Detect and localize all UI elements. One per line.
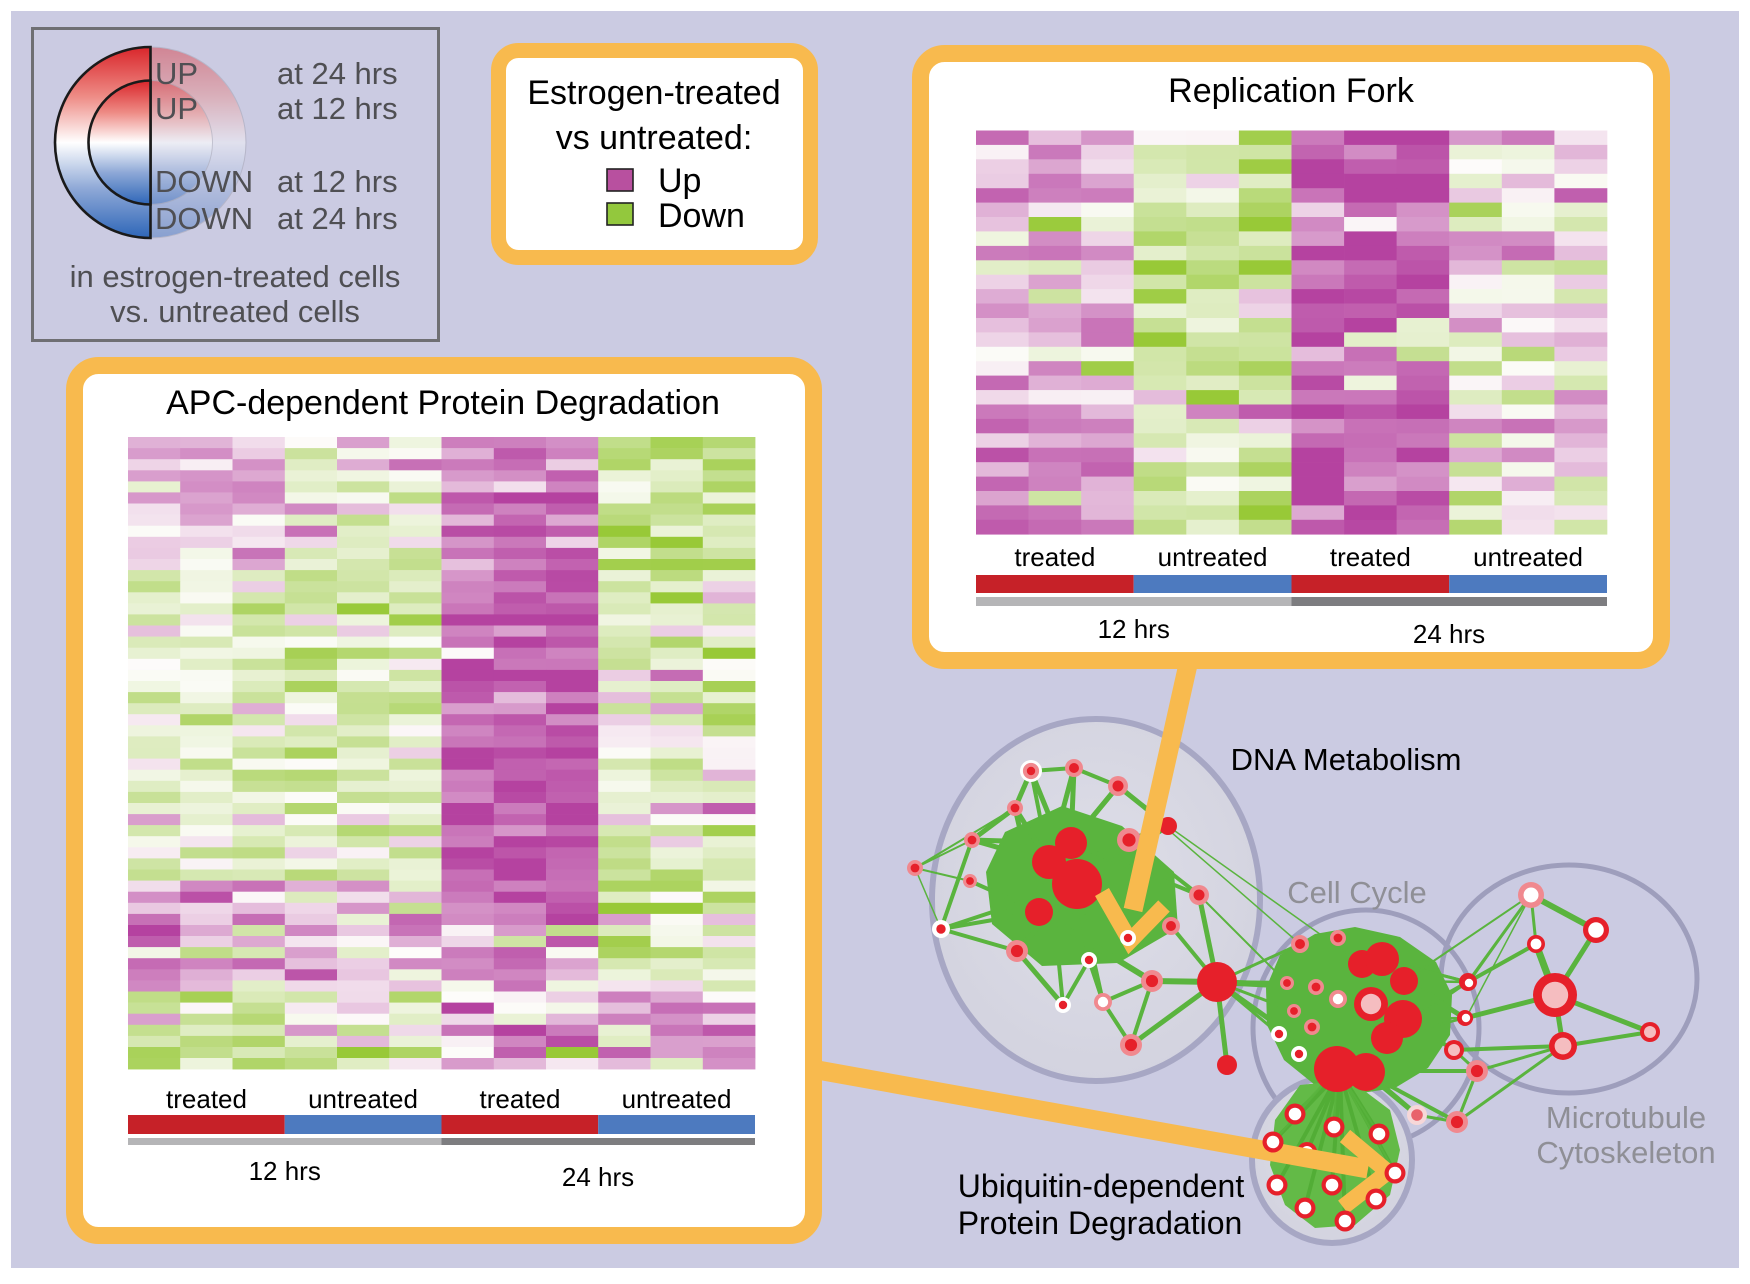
svg-text:Cytoskeleton: Cytoskeleton xyxy=(1536,1135,1715,1170)
svg-text:vs untreated:: vs untreated: xyxy=(556,119,753,157)
svg-text:at 12 hrs: at 12 hrs xyxy=(277,164,398,199)
svg-text:APC-dependent Protein Degradat: APC-dependent Protein Degradation xyxy=(166,384,720,422)
svg-text:in estrogen-treated cells: in estrogen-treated cells xyxy=(70,259,401,294)
svg-text:treated: treated xyxy=(480,1084,561,1114)
svg-text:24 hrs: 24 hrs xyxy=(562,1162,634,1192)
svg-text:Estrogen-treated: Estrogen-treated xyxy=(527,74,780,112)
svg-text:DNA Metabolism: DNA Metabolism xyxy=(1231,742,1462,777)
svg-text:UP: UP xyxy=(155,56,198,91)
svg-text:untreated: untreated xyxy=(1158,542,1268,572)
svg-text:Down: Down xyxy=(658,197,745,235)
svg-text:Microtubule: Microtubule xyxy=(1546,1100,1706,1135)
svg-text:at 12 hrs: at 12 hrs xyxy=(277,91,398,126)
svg-text:Ubiquitin-dependent: Ubiquitin-dependent xyxy=(958,1168,1245,1204)
svg-text:untreated: untreated xyxy=(308,1084,418,1114)
svg-text:treated: treated xyxy=(166,1084,247,1114)
svg-text:12 hrs: 12 hrs xyxy=(249,1156,321,1186)
svg-text:untreated: untreated xyxy=(622,1084,732,1114)
svg-text:12 hrs: 12 hrs xyxy=(1098,614,1170,644)
svg-text:treated: treated xyxy=(1014,542,1095,572)
svg-text:DOWN: DOWN xyxy=(155,201,253,236)
svg-text:vs. untreated cells: vs. untreated cells xyxy=(110,294,360,329)
svg-text:Up: Up xyxy=(658,162,701,200)
svg-text:UP: UP xyxy=(155,91,198,126)
svg-text:treated: treated xyxy=(1330,542,1411,572)
svg-text:24 hrs: 24 hrs xyxy=(1413,619,1485,649)
svg-text:Replication Fork: Replication Fork xyxy=(1168,72,1415,110)
svg-text:at 24 hrs: at 24 hrs xyxy=(277,201,398,236)
svg-text:Cell Cycle: Cell Cycle xyxy=(1287,875,1427,910)
svg-text:untreated: untreated xyxy=(1473,542,1583,572)
svg-text:Protein Degradation: Protein Degradation xyxy=(958,1205,1243,1241)
svg-text:DOWN: DOWN xyxy=(155,164,253,199)
svg-text:at 24 hrs: at 24 hrs xyxy=(277,56,398,91)
